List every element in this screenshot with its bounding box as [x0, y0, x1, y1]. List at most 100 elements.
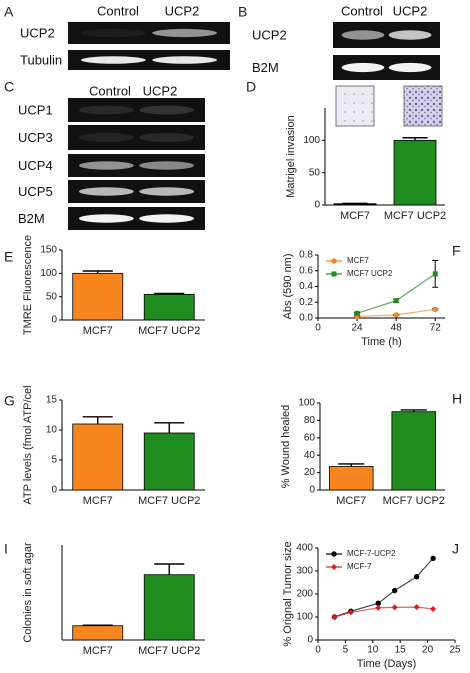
x-tick-label: MCF7 UCP2: [138, 645, 200, 657]
marker: [393, 312, 399, 318]
legend-label: MCF-7-UCP2: [347, 549, 396, 558]
lane-label: Control: [341, 3, 383, 18]
y-axis-label: Colonies in soft agar: [22, 542, 34, 643]
band: [388, 62, 432, 73]
blot-strip: [68, 154, 205, 177]
row-label: UCP5: [18, 184, 53, 199]
band: [139, 105, 195, 115]
y-axis-label: TMRE Fluorescence: [22, 235, 34, 335]
blot-strip: [68, 22, 230, 44]
y-tick-label: 100: [298, 398, 315, 409]
blot-strip: [68, 180, 205, 203]
lane-label: UCP2: [165, 3, 200, 18]
blot-strip: [68, 125, 205, 150]
marker: [430, 605, 437, 612]
legend-label: MCF7 UCP2: [347, 269, 393, 278]
y-tick-label: 200: [296, 589, 313, 600]
x-tick-label: 24: [352, 323, 364, 334]
x-tick-label: 0: [315, 645, 321, 656]
x-tick-label: MCF7: [340, 210, 370, 222]
marker: [392, 587, 398, 594]
y-tick-label: 100: [296, 612, 313, 623]
y-tick-label: 40: [304, 450, 316, 461]
y-tick-label: 20: [304, 467, 316, 478]
bar: [391, 411, 437, 491]
legend-marker: [331, 551, 337, 557]
y-tick-label: 100: [303, 135, 320, 146]
row-label: Tubulin: [20, 52, 62, 67]
x-axis-label: Time (Days): [357, 658, 416, 670]
legend-label: MCF-7: [347, 562, 372, 571]
bar: [143, 293, 195, 321]
y-tick-label: 0.6: [299, 265, 313, 276]
y-tick-label: 0: [51, 315, 57, 326]
y-tick-label: 0: [314, 200, 320, 211]
x-tick-label: MCF7: [83, 495, 113, 507]
legend-marker: [331, 564, 337, 570]
y-tick-label: 5: [51, 455, 57, 466]
band: [80, 28, 146, 38]
band: [78, 161, 134, 170]
y-tick-label: 0.8: [299, 250, 313, 261]
series-line: [356, 273, 436, 314]
panel-label: B: [238, 4, 247, 20]
x-tick-label: MCF7: [83, 645, 113, 657]
x-tick-label: 72: [430, 323, 442, 334]
bar: [328, 466, 374, 491]
x-tick-label: 15: [395, 645, 407, 656]
row-label: B2M: [18, 211, 45, 226]
y-axis-label: % Wound healed: [280, 405, 292, 489]
marker: [375, 600, 381, 606]
y-tick-label: 150: [40, 245, 57, 256]
y-tick-label: 0: [309, 485, 315, 496]
panel-label: H: [452, 391, 462, 407]
x-tick-label: MCF7: [336, 495, 366, 507]
y-tick-label: 50: [46, 291, 58, 302]
y-tick-label: 60: [304, 432, 316, 443]
band: [152, 28, 218, 38]
marker: [413, 574, 420, 580]
legend-label: MCF7: [347, 256, 369, 265]
row-label: UCP4: [18, 158, 53, 173]
marker: [432, 306, 438, 313]
lane-label: UCP2: [393, 3, 428, 18]
row-label: UCP1: [18, 102, 53, 117]
marker: [413, 604, 420, 611]
panel-label: E: [4, 249, 13, 265]
marker: [391, 604, 398, 611]
x-tick-label: MCF7 UCP2: [138, 495, 200, 507]
panel-label: J: [452, 541, 459, 557]
x-tick-label: 10: [367, 645, 379, 656]
marker: [347, 609, 354, 616]
band: [139, 132, 195, 143]
y-tick-label: 400: [296, 543, 313, 554]
band: [78, 187, 134, 196]
y-axis-label: Abs (590 nm): [282, 253, 294, 319]
y-tick-label: 0.2: [299, 297, 313, 308]
row-label: UCP3: [18, 130, 53, 145]
blot-strip: [68, 207, 205, 230]
y-tick-label: 50: [309, 167, 321, 178]
micrograph: [403, 85, 443, 127]
y-tick-label: 0.0: [299, 313, 313, 324]
blot-strip: [68, 98, 205, 122]
row-label: UCP2: [20, 25, 55, 40]
band: [78, 132, 134, 143]
lane-label: Control: [97, 3, 139, 18]
x-axis-label: Time (h): [361, 336, 402, 348]
band: [78, 105, 134, 115]
marker: [375, 604, 382, 611]
y-tick-label: 0: [51, 485, 57, 496]
x-tick-label: 5: [343, 645, 349, 656]
marker: [354, 310, 360, 316]
lane-label: UCP2: [143, 83, 178, 98]
bar: [333, 203, 377, 206]
panel-label: C: [4, 79, 14, 95]
marker: [331, 614, 338, 620]
x-tick-label: MCF7 UCP2: [383, 495, 445, 507]
bar: [143, 574, 195, 641]
micrograph: [335, 85, 375, 127]
y-axis-label: ATP levels (fmol ATP/cel: [22, 385, 34, 504]
band: [388, 30, 432, 40]
